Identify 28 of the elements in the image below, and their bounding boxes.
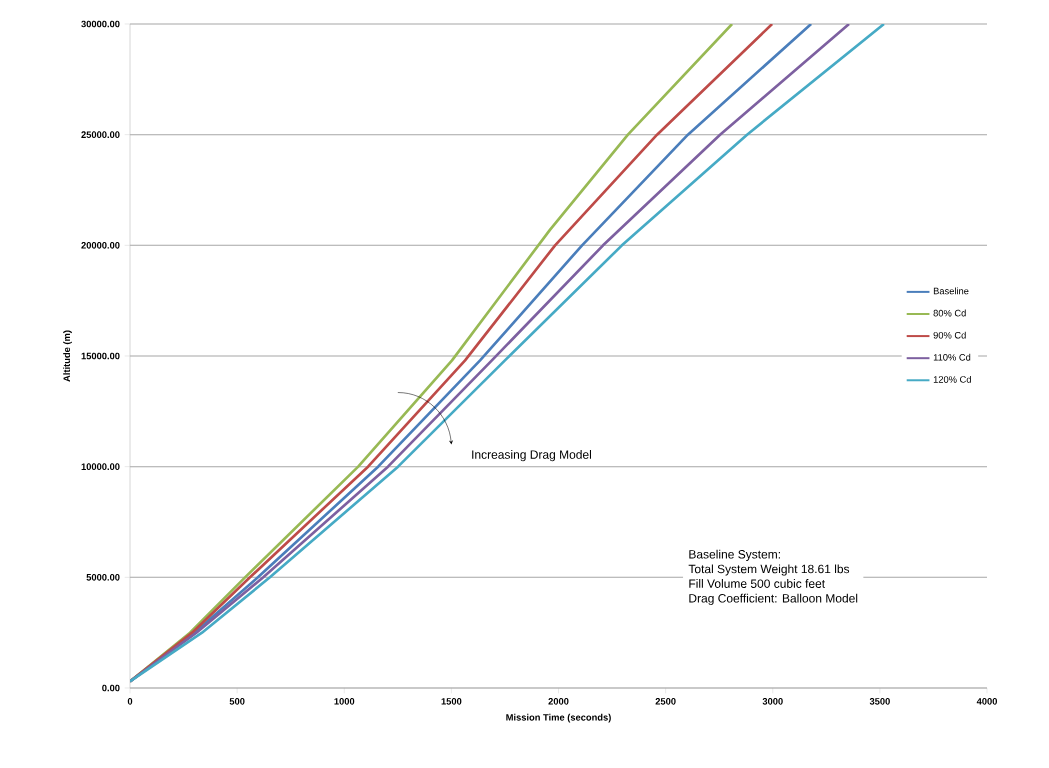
x-tick-label: 500 [229,698,245,705]
legend-label: Baseline [933,287,969,295]
legend-label: 120% Cd [933,375,971,383]
y-tick-label: 5000.00 [86,574,120,581]
x-tick-label: 1000 [334,698,355,705]
y-tick-label: 15000.00 [81,352,120,360]
y-tick-label: 25000.00 [81,131,120,138]
legend-label: 110% Cd [933,353,971,361]
annotation: Drag Coefficient: Balloon Model [689,593,858,605]
x-tick-label: 2500 [655,698,676,705]
x-tick-label: 3000 [762,698,783,705]
x-axis-title: Mission Time (seconds) [506,713,611,723]
legend-label: 90% Cd [933,331,966,339]
x-tick-label: 4000 [976,698,998,705]
annotation: Total System Weight 18.61 lbs [688,564,850,576]
annotation: Fill Volume 500 cubic feet [689,579,825,588]
y-tick-label: 20000.00 [81,242,120,249]
x-tick-label: 1500 [441,698,462,705]
annotation: Baseline System: [689,549,780,561]
annotation: Increasing Drag Model [472,450,591,462]
x-tick-label: 0 [127,698,133,705]
y-axis-title: Altitude (m) [63,330,72,382]
y-tick-label: 30000.00 [81,20,120,28]
legend-label: 80% Cd [933,309,966,317]
x-tick-label: 2000 [548,698,569,705]
y-tick-label: 10000.00 [81,463,120,470]
y-tick-label: 0.00 [102,684,120,692]
x-tick-label: 3500 [869,698,890,705]
